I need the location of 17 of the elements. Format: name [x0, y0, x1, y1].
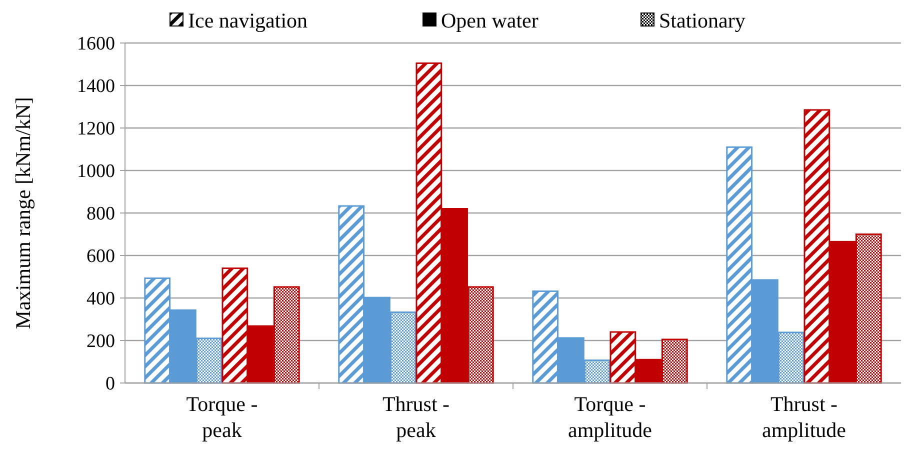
y-tick-label: 1600	[77, 34, 115, 55]
text: Open water	[441, 8, 538, 32]
x-tick-label: Thrust - peak	[382, 392, 450, 442]
x-tick-label: Torque - amplitude	[568, 392, 652, 442]
y-tick-label: 1400	[77, 76, 115, 98]
text: Ice navigation	[188, 8, 308, 32]
text: Stationary	[659, 8, 746, 32]
y-tick-label: 1200	[77, 118, 115, 140]
y-tick-label: 400	[86, 288, 115, 310]
x-tick-label: Torque - peak	[186, 392, 258, 442]
y-tick-label: 1000	[77, 161, 115, 182]
y-tick-label: 800	[86, 204, 115, 225]
y-tick-label: 0	[106, 374, 115, 395]
y-tick-label: 200	[86, 331, 115, 352]
x-tick-label: Thrust - amplitude	[762, 392, 846, 442]
y-tick-label: 600	[86, 246, 115, 268]
y-axis-title: Maximum range [kNm/kN]	[11, 96, 35, 330]
